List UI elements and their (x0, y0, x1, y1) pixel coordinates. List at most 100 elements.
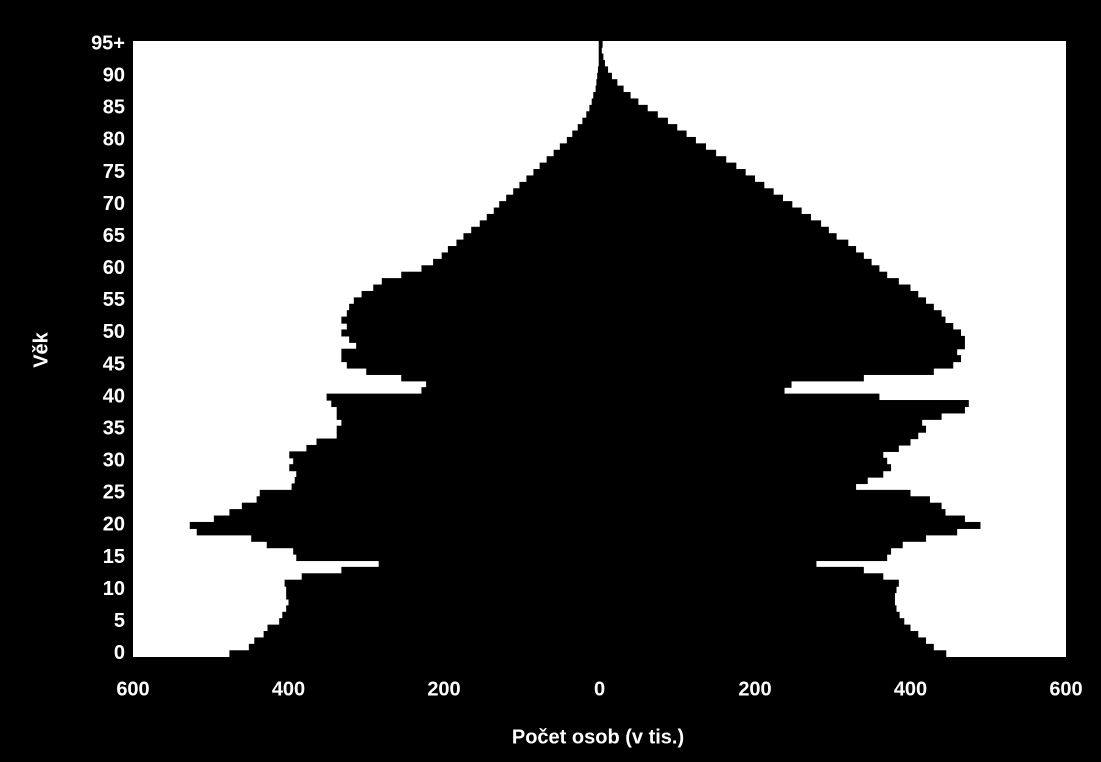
bar (599, 53, 604, 61)
bar (599, 380, 792, 388)
x-tick-label: 600 (116, 678, 149, 700)
bar (341, 316, 600, 324)
bar (599, 502, 942, 510)
bar (599, 534, 927, 542)
bar (599, 124, 678, 132)
bar (599, 278, 899, 286)
bar (566, 136, 600, 144)
bar (336, 406, 600, 414)
bar (599, 194, 783, 202)
bar (282, 611, 600, 619)
bar (599, 265, 880, 273)
bar (599, 611, 900, 619)
bar (599, 201, 793, 209)
bar (286, 586, 600, 594)
y-tick-label: 50 (103, 321, 125, 343)
bar (353, 297, 600, 305)
bar (599, 117, 668, 125)
bar (229, 650, 600, 658)
bar (599, 72, 612, 80)
bar (599, 566, 864, 574)
bar (316, 438, 600, 446)
bar (599, 246, 857, 254)
bar (486, 213, 600, 221)
y-tick-label: 5 (114, 610, 125, 632)
bar (599, 393, 880, 401)
bar (598, 53, 600, 61)
bar (493, 207, 600, 215)
bar (599, 598, 895, 606)
y-tick-label: 80 (103, 129, 125, 151)
bar (599, 483, 857, 491)
bar (599, 637, 927, 645)
bar (539, 162, 600, 170)
bar (599, 605, 897, 613)
y-tick-label: 95+ (91, 32, 125, 54)
bar (293, 457, 600, 465)
bar (241, 502, 600, 510)
bar (599, 66, 609, 74)
bar (598, 59, 600, 67)
bar (526, 175, 600, 183)
x-tick-label: 200 (738, 678, 771, 700)
bar (259, 489, 600, 497)
bar (196, 528, 600, 536)
bar (519, 181, 600, 189)
bar (599, 130, 687, 138)
bar (599, 156, 727, 164)
bar (599, 290, 919, 298)
bar (599, 412, 942, 420)
bar (254, 637, 600, 645)
y-tick-label: 70 (103, 193, 125, 215)
bar (336, 432, 600, 440)
y-tick-label: 25 (103, 482, 125, 504)
bar (599, 40, 603, 48)
bar (294, 477, 600, 485)
bar (599, 98, 639, 106)
bar (599, 213, 811, 221)
bar (479, 220, 600, 228)
bar (288, 598, 600, 606)
bar (599, 444, 899, 452)
y-tick-label: 65 (103, 225, 125, 247)
y-tick-label: 20 (103, 514, 125, 536)
bar (599, 624, 911, 632)
bar (599, 188, 774, 196)
bar (336, 425, 600, 433)
bar (366, 367, 600, 375)
bar (346, 361, 600, 369)
bar (599, 547, 892, 555)
x-tick-label: 400 (894, 678, 927, 700)
bar (213, 515, 600, 523)
bar (599, 226, 829, 234)
bar (572, 130, 600, 138)
bar (599, 521, 981, 529)
bar (286, 605, 600, 613)
bar (341, 566, 600, 574)
bar (599, 361, 954, 369)
bar (513, 188, 600, 196)
bar (591, 98, 600, 106)
bar (599, 451, 884, 459)
bar (599, 303, 934, 311)
bar (267, 624, 600, 632)
bar (266, 541, 600, 549)
y-tick-label: 90 (103, 65, 125, 87)
bar (426, 380, 600, 388)
bar (293, 547, 600, 555)
bar (599, 136, 696, 144)
bar (599, 284, 911, 292)
bar (599, 175, 755, 183)
bar (291, 483, 600, 491)
y-tick-label: 0 (114, 642, 125, 664)
y-tick-label: 60 (103, 257, 125, 279)
bar (599, 297, 927, 305)
bar (336, 412, 600, 420)
bar (599, 579, 899, 587)
bar (599, 335, 965, 343)
bar (296, 470, 600, 478)
y-tick-label: 55 (103, 289, 125, 311)
bar (599, 162, 737, 170)
bar (356, 342, 600, 350)
y-axis-title: Věk (30, 331, 52, 367)
